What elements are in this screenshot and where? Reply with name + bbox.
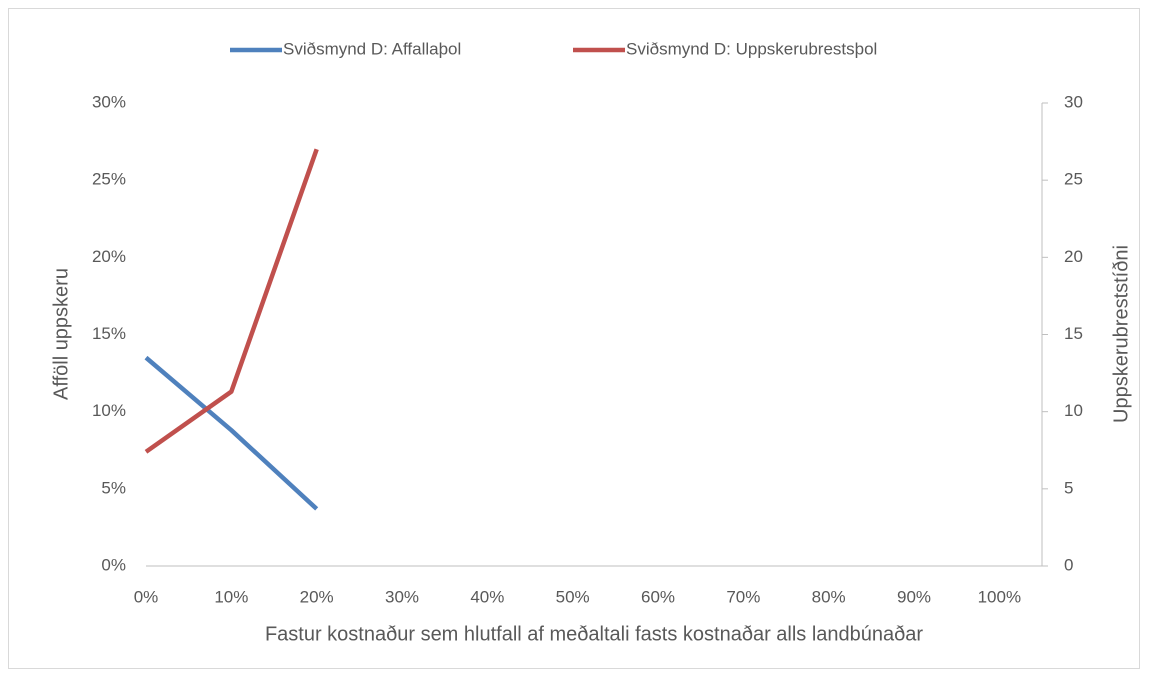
y-tick-label: 25% (92, 170, 126, 189)
y2-tick-label: 20 (1064, 247, 1083, 266)
series-line (144, 148, 319, 454)
series-line (144, 355, 319, 511)
y2-tick-label: 15 (1064, 324, 1083, 343)
y2-tick-label: 10 (1064, 401, 1083, 420)
x-tick-label: 30% (385, 587, 419, 606)
x-tick-label: 70% (726, 587, 760, 606)
y-tick-label: 20% (92, 247, 126, 266)
x-tick-label: 10% (214, 587, 248, 606)
y-axis-title: Afföll uppskeru (50, 268, 72, 400)
x-tick-label: 60% (641, 587, 675, 606)
x-tick-label: 90% (897, 587, 931, 606)
y2-tick-label: 5 (1064, 478, 1073, 497)
x-tick-label: 100% (978, 587, 1021, 606)
x-tick-label: 20% (300, 587, 334, 606)
legend-label: Sviðsmynd D: Affallaþol (283, 39, 461, 58)
chart-border (8, 8, 1140, 669)
y-tick-label: 10% (92, 401, 126, 420)
y-tick-label: 15% (92, 324, 126, 343)
y2-tick-label: 25 (1064, 170, 1083, 189)
y2-tick-label: 0 (1064, 555, 1073, 574)
y-tick-label: 5% (101, 478, 126, 497)
y-tick-label: 0% (101, 555, 126, 574)
y-tick-label: 30% (92, 92, 126, 111)
x-tick-label: 0% (134, 587, 159, 606)
y2-axis-title: Uppskerubreststíðni (1110, 245, 1132, 423)
legend-label: Sviðsmynd D: Uppskerubrestsþol (626, 39, 877, 58)
x-tick-label: 50% (556, 587, 590, 606)
x-tick-label: 80% (812, 587, 846, 606)
x-axis-title: Fastur kostnaður sem hlutfall af meðalta… (265, 623, 923, 645)
y2-tick-label: 30 (1064, 92, 1083, 111)
x-tick-label: 40% (470, 587, 504, 606)
